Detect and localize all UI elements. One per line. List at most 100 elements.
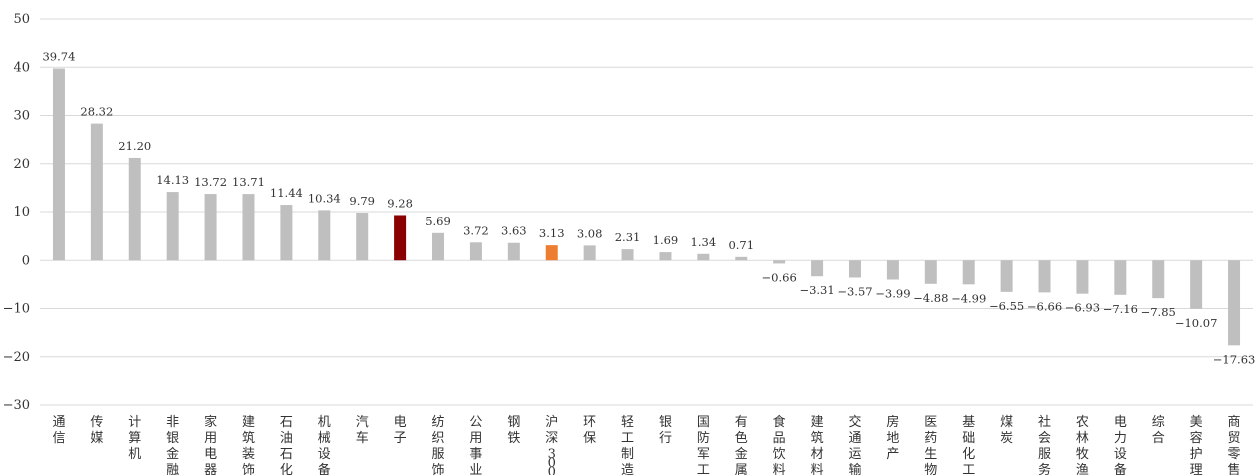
category-label-char: 传 xyxy=(90,415,103,430)
data-label: −3.57 xyxy=(837,284,872,298)
category-label-char: 融 xyxy=(166,463,179,475)
data-label: 1.69 xyxy=(653,233,679,247)
category-label-char: 通 xyxy=(52,415,65,430)
category-label-char: 织 xyxy=(432,431,445,446)
category-label-char: 石 xyxy=(280,415,293,430)
category-label-char: 国 xyxy=(697,415,710,430)
category-label-char: 础 xyxy=(962,431,975,446)
data-label: −0.66 xyxy=(762,270,797,284)
category-label: 医药生物 xyxy=(924,415,937,475)
category-label: 传媒 xyxy=(90,415,103,446)
bar xyxy=(280,205,293,261)
data-label: 14.13 xyxy=(156,173,189,187)
bar xyxy=(924,260,937,284)
category-label: 美容护理 xyxy=(1190,415,1203,475)
category-label-char: 品 xyxy=(773,431,786,446)
data-label: 0.71 xyxy=(728,238,754,252)
bar xyxy=(697,253,710,261)
category-label-char: 工 xyxy=(697,463,710,475)
category-label-char: 务 xyxy=(1038,462,1051,475)
category-label-char: 子 xyxy=(394,431,407,446)
bar xyxy=(128,157,141,261)
category-label: 石油石化 xyxy=(280,415,293,475)
data-label: 39.74 xyxy=(42,50,75,64)
bar xyxy=(242,194,255,261)
y-tick-label: 10 xyxy=(13,205,30,220)
category-label-char: 售 xyxy=(1228,462,1241,475)
data-label: −6.55 xyxy=(989,299,1024,313)
y-tick-label: 40 xyxy=(13,60,30,75)
bar xyxy=(735,256,748,261)
category-label: 机械设备 xyxy=(318,415,331,475)
data-label: 3.72 xyxy=(463,223,489,237)
category-label-char: 通 xyxy=(848,431,861,446)
bar xyxy=(659,252,672,261)
category-label-char: 饮 xyxy=(773,447,786,462)
data-label: 21.20 xyxy=(118,139,151,153)
category-label-char: 设 xyxy=(318,447,331,462)
category-label: 家用电器 xyxy=(204,414,217,475)
category-label-char: 有 xyxy=(735,415,748,430)
bar xyxy=(318,210,331,261)
bar xyxy=(52,68,65,261)
category-label: 国防军工 xyxy=(697,415,710,475)
bar xyxy=(962,260,975,285)
bar xyxy=(1190,260,1203,309)
category-label-char: 力 xyxy=(1114,431,1127,446)
category-label: 交通运输 xyxy=(848,414,861,475)
category-label: 钢铁 xyxy=(507,415,520,446)
category-label-char: 材 xyxy=(811,447,824,462)
category-label-char: 美 xyxy=(1190,415,1203,430)
bar xyxy=(1228,260,1241,346)
category-label-char: 渔 xyxy=(1076,463,1089,475)
bar xyxy=(848,260,861,278)
category-label-char: 化 xyxy=(280,463,293,475)
category-label: 商贸零售 xyxy=(1228,415,1241,475)
category-label-char: 电 xyxy=(204,447,217,462)
data-label: −10.07 xyxy=(1175,316,1218,330)
category-label-char: 饰 xyxy=(242,463,255,475)
category-label-char: 军 xyxy=(697,447,710,462)
bar xyxy=(90,123,103,261)
category-label-char: 造 xyxy=(621,463,634,475)
category-label-char: 非 xyxy=(166,415,179,430)
category-label-char: 事 xyxy=(469,447,482,462)
y-tick-label: 30 xyxy=(13,109,30,124)
y-tick-label: 0 xyxy=(22,253,30,268)
category-label: 电力设备 xyxy=(1114,415,1127,475)
category-label-char: 建 xyxy=(811,415,824,430)
category-label-char: 沪 xyxy=(545,414,558,430)
data-label: −7.85 xyxy=(1141,305,1176,319)
category-label-char: 公 xyxy=(469,415,482,430)
category-label-char: 机 xyxy=(318,415,331,430)
category-label-char: 商 xyxy=(1228,415,1241,430)
category-label: 非银金融 xyxy=(166,415,179,475)
category-label: 房地产 xyxy=(886,414,899,462)
category-label: 有色金属 xyxy=(735,415,748,475)
category-label-char: 计 xyxy=(128,415,141,430)
category-label-char: 料 xyxy=(811,463,824,475)
category-label-char: 油 xyxy=(280,431,293,446)
category-label-char: 煤 xyxy=(1000,415,1013,430)
bar xyxy=(166,192,179,261)
category-label-char: 用 xyxy=(204,431,217,446)
bar xyxy=(1000,260,1013,292)
category-label-char: 器 xyxy=(204,463,217,475)
category-label-char: 机 xyxy=(128,447,141,462)
category-label-char: 药 xyxy=(924,431,937,446)
category-label-char: 生 xyxy=(924,447,937,462)
bar xyxy=(583,245,596,261)
category-label: 纺织服饰 xyxy=(432,415,445,475)
category-label-char: 地 xyxy=(886,431,899,446)
data-label: 10.34 xyxy=(308,191,341,205)
category-label-char: 服 xyxy=(432,447,445,462)
data-label: −4.99 xyxy=(951,291,986,305)
category-label-char: 纺 xyxy=(432,415,445,430)
category-label-char: 环 xyxy=(583,415,596,430)
bar xyxy=(1038,260,1051,293)
data-label: 5.69 xyxy=(425,214,451,228)
category-label-char: 筑 xyxy=(242,430,255,446)
category-label-char: 深 xyxy=(545,431,558,446)
